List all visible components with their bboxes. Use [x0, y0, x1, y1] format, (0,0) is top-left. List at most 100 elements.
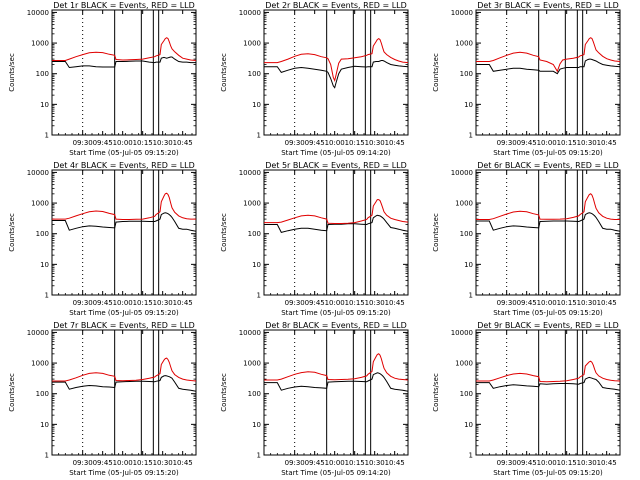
y-axis-label: Counts/sec: [8, 373, 16, 412]
y-tick-label: 1: [45, 132, 49, 140]
x-tick-label: 09:45: [305, 459, 325, 467]
x-tick-label: 10:45: [597, 139, 617, 147]
x-tick-label: 10:00: [537, 459, 557, 467]
y-tick-label: 1000: [31, 40, 49, 48]
x-tick-label: 09:30: [73, 299, 93, 307]
series-line-lld: [52, 357, 197, 382]
panel-det-6r: Det 6r BLACK = Events, RED = LLD Counts/s…: [432, 161, 621, 317]
x-tick-label: 09:45: [517, 139, 537, 147]
x-tick-label: 10:15: [133, 139, 153, 147]
panel-title: Det 9r BLACK = Events, RED = LLD: [477, 321, 619, 330]
x-axis-label: Start Time (05-Jul-05 09:15:20): [69, 309, 179, 317]
x-tick-label: 10:30: [153, 299, 173, 307]
x-tick-label: 10:15: [345, 299, 365, 307]
x-tick-label: 10:15: [345, 459, 365, 467]
plot-frame: [475, 169, 621, 296]
y-tick-label: 10000: [27, 329, 49, 337]
series-line-lld: [264, 353, 409, 381]
x-axis-label: Start Time (05-Jul-05 09:15:20): [493, 309, 603, 317]
x-tick-label: 10:30: [365, 139, 385, 147]
x-tick-label: 10:00: [537, 299, 557, 307]
x-tick-label: 10:00: [325, 459, 345, 467]
y-tick-label: 10: [40, 101, 49, 109]
y-axis-label: Counts/sec: [220, 213, 228, 252]
x-tick-label: 10:30: [577, 139, 597, 147]
y-tick-label: 10000: [451, 9, 473, 17]
series-line-lld: [52, 192, 196, 220]
x-tick-label: 10:30: [153, 459, 173, 467]
y-axis-label: Counts/sec: [220, 373, 228, 412]
series-line-events: [476, 212, 621, 232]
x-tick-label: 10:00: [113, 299, 133, 307]
series-line-events: [264, 214, 409, 233]
panel-title: Det 6r BLACK = Events, RED = LLD: [477, 161, 619, 170]
y-tick-label: 1: [469, 132, 473, 140]
y-tick-label: 1: [45, 452, 49, 460]
series-line-lld: [476, 360, 621, 383]
series-line-lld: [52, 37, 197, 61]
x-tick-label: 09:30: [497, 299, 517, 307]
x-tick-label: 10:00: [113, 139, 133, 147]
plot-frame: [51, 169, 197, 296]
y-tick-label: 10000: [27, 169, 49, 177]
x-tick-label: 09:30: [497, 139, 517, 147]
x-tick-label: 10:45: [385, 299, 405, 307]
y-tick-label: 1: [45, 292, 49, 300]
y-tick-label: 10000: [239, 169, 261, 177]
y-tick-label: 1000: [31, 200, 49, 208]
x-tick-label: 10:15: [557, 139, 577, 147]
x-tick-label: 10:30: [365, 299, 385, 307]
x-tick-label: 09:45: [517, 299, 537, 307]
series-line-events: [264, 372, 409, 392]
panel-det-3r: Det 3r BLACK = Events, RED = LLD Counts/s…: [432, 1, 621, 157]
y-tick-label: 100: [248, 230, 261, 238]
panel-det-2r: Det 2r BLACK = Events, RED = LLD Counts/s…: [220, 1, 409, 157]
y-tick-label: 100: [460, 230, 473, 238]
x-tick-label: 09:45: [305, 139, 325, 147]
y-tick-label: 1000: [455, 40, 473, 48]
y-tick-label: 1000: [455, 360, 473, 368]
y-tick-label: 100: [36, 390, 49, 398]
y-tick-label: 10: [40, 261, 49, 269]
x-tick-label: 09:30: [285, 139, 305, 147]
x-axis-label: Start Time (05-Jul-05 09:15:20): [69, 469, 179, 477]
series-line-events: [476, 58, 621, 75]
panel-det-7r: Det 7r BLACK = Events, RED = LLD Counts/s…: [8, 321, 197, 477]
x-tick-label: 10:30: [577, 299, 597, 307]
y-tick-label: 1000: [243, 360, 261, 368]
x-axis-label: Start Time (05-Jul-05 09:15:20): [281, 309, 391, 317]
series-line-events: [52, 375, 197, 392]
x-tick-label: 10:00: [113, 459, 133, 467]
series-line-lld: [476, 37, 621, 73]
x-tick-label: 09:45: [517, 459, 537, 467]
panel-det-4r: Det 4r BLACK = Events, RED = LLD Counts/s…: [8, 161, 197, 317]
y-tick-label: 10000: [239, 329, 261, 337]
y-tick-label: 10000: [451, 169, 473, 177]
panel-title: Det 7r BLACK = Events, RED = LLD: [53, 321, 195, 330]
x-tick-label: 09:30: [285, 459, 305, 467]
x-tick-label: 10:00: [325, 299, 345, 307]
series-line-events: [476, 376, 621, 391]
panel-det-5r: Det 5r BLACK = Events, RED = LLD Counts/s…: [220, 161, 409, 317]
x-tick-label: 09:45: [93, 139, 113, 147]
x-tick-label: 10:45: [597, 299, 617, 307]
panel-title: Det 3r BLACK = Events, RED = LLD: [477, 1, 619, 10]
y-tick-label: 100: [460, 70, 473, 78]
x-tick-label: 10:15: [557, 459, 577, 467]
y-axis-label: Counts/sec: [432, 373, 440, 412]
panel-title: Det 5r BLACK = Events, RED = LLD: [265, 161, 407, 170]
panel-title: Det 8r BLACK = Events, RED = LLD: [265, 321, 407, 330]
x-axis-label: Start Time (05-Jul-05 09:15:20): [493, 469, 603, 477]
y-tick-label: 1000: [455, 200, 473, 208]
x-tick-label: 10:45: [173, 459, 193, 467]
x-tick-label: 10:45: [173, 139, 193, 147]
y-tick-label: 100: [248, 70, 261, 78]
panel-title: Det 4r BLACK = Events, RED = LLD: [53, 161, 195, 170]
panel-det-8r: Det 8r BLACK = Events, RED = LLD Counts/s…: [220, 321, 409, 477]
panel-det-1r: Det 1r BLACK = Events, RED = LLD Counts/s…: [8, 1, 197, 157]
x-axis-label: Start Time (05-Jul-05 09:15:20): [493, 149, 603, 157]
y-tick-label: 10: [464, 261, 473, 269]
x-tick-label: 10:15: [133, 299, 153, 307]
y-tick-label: 1: [469, 292, 473, 300]
x-tick-label: 10:30: [577, 459, 597, 467]
